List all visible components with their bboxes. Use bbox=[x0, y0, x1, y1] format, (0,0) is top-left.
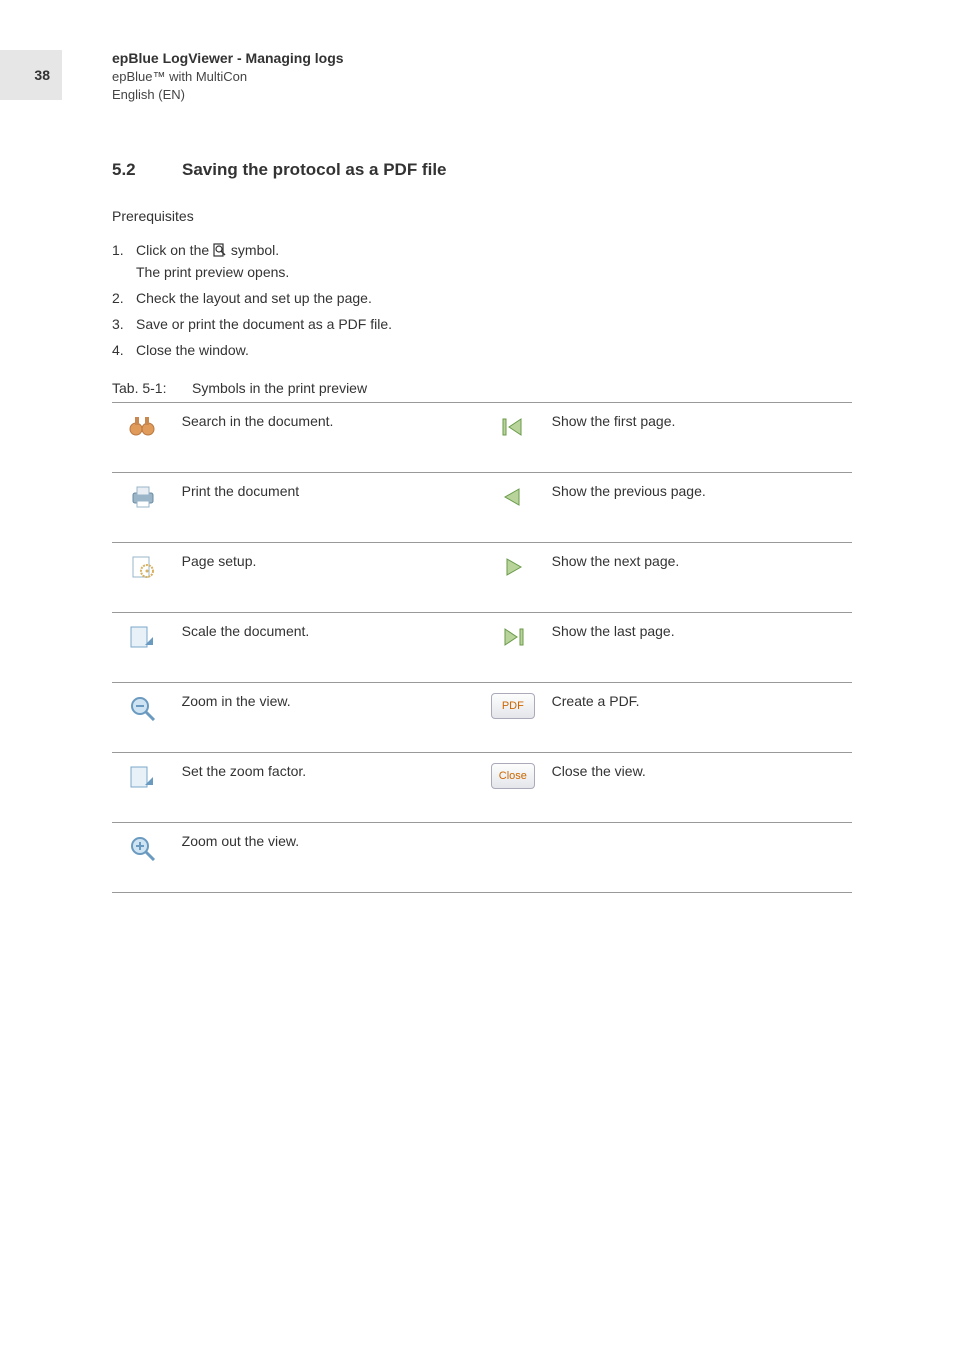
printer-icon bbox=[127, 483, 159, 511]
step-text-after: symbol. bbox=[227, 242, 279, 258]
right-icon-cell bbox=[482, 823, 544, 893]
table-row: Scale the document. Show the last page. bbox=[112, 613, 852, 683]
right-desc-cell bbox=[544, 823, 852, 893]
left-icon-cell bbox=[112, 403, 174, 473]
pagesetup-icon bbox=[127, 553, 159, 581]
right-desc-cell: Show the last page. bbox=[544, 613, 852, 683]
table-row: Print the document Show the previous page… bbox=[112, 473, 852, 543]
last-icon bbox=[497, 623, 529, 651]
left-icon-cell bbox=[112, 543, 174, 613]
right-icon-cell: PDF bbox=[482, 683, 544, 753]
table-row: Zoom in the view. PDF Create a PDF. bbox=[112, 683, 852, 753]
right-desc-cell: Create a PDF. bbox=[544, 683, 852, 753]
close-button-icon: Close bbox=[491, 763, 535, 789]
left-desc-cell: Search in the document. bbox=[174, 403, 482, 473]
step-text: Check the layout and set up the page. bbox=[136, 290, 372, 306]
step-number: 4. bbox=[112, 342, 136, 358]
left-icon-cell bbox=[112, 683, 174, 753]
left-desc-cell: Zoom in the view. bbox=[174, 683, 482, 753]
first-icon bbox=[497, 413, 529, 441]
header-title: epBlue LogViewer - Managing logs bbox=[112, 50, 344, 66]
table-row: Page setup. Show the next page. bbox=[112, 543, 852, 613]
right-icon-cell bbox=[482, 403, 544, 473]
step-2: 2.Check the layout and set up the page. bbox=[112, 290, 852, 306]
step-3: 3.Save or print the document as a PDF fi… bbox=[112, 316, 852, 332]
step-number: 1. bbox=[112, 242, 136, 258]
left-icon-cell bbox=[112, 613, 174, 683]
table-row: Set the zoom factor. Close Close the view. bbox=[112, 753, 852, 823]
page-number: 38 bbox=[34, 67, 50, 83]
zoomfactor-icon bbox=[127, 763, 159, 791]
left-desc-cell: Zoom out the view. bbox=[174, 823, 482, 893]
left-icon-cell bbox=[112, 473, 174, 543]
step-1: 1.Click on the symbol. The print preview… bbox=[112, 242, 852, 280]
step-text-before: Click on the bbox=[136, 242, 213, 258]
right-desc-cell: Show the next page. bbox=[544, 543, 852, 613]
header-subtitle-2: English (EN) bbox=[112, 87, 344, 102]
step-number: 2. bbox=[112, 290, 136, 306]
pdf-button-icon: PDF bbox=[491, 693, 535, 719]
steps-list: 1.Click on the symbol. The print preview… bbox=[112, 242, 852, 358]
right-icon-cell bbox=[482, 613, 544, 683]
section-heading: 5.2Saving the protocol as a PDF file bbox=[112, 160, 852, 180]
step-text: Save or print the document as a PDF file… bbox=[136, 316, 392, 332]
section-number: 5.2 bbox=[112, 160, 182, 180]
step-text: Close the window. bbox=[136, 342, 249, 358]
magnifier-page-icon bbox=[213, 243, 227, 257]
page-number-box: 38 bbox=[0, 50, 62, 100]
left-desc-cell: Set the zoom factor. bbox=[174, 753, 482, 823]
step-1-subtext: The print preview opens. bbox=[136, 264, 852, 280]
right-desc-cell: Show the previous page. bbox=[544, 473, 852, 543]
scale-icon bbox=[127, 623, 159, 651]
right-icon-cell bbox=[482, 473, 544, 543]
right-icon-cell: Close bbox=[482, 753, 544, 823]
page-header: epBlue LogViewer - Managing logs epBlue™… bbox=[112, 50, 344, 102]
left-desc-cell: Page setup. bbox=[174, 543, 482, 613]
main-content: 5.2Saving the protocol as a PDF file Pre… bbox=[112, 160, 852, 893]
zoomin-icon bbox=[127, 693, 159, 721]
left-desc-cell: Print the document bbox=[174, 473, 482, 543]
left-icon-cell bbox=[112, 753, 174, 823]
prerequisites-label: Prerequisites bbox=[112, 208, 852, 224]
left-desc-cell: Scale the document. bbox=[174, 613, 482, 683]
section-title: Saving the protocol as a PDF file bbox=[182, 160, 447, 179]
zoomout-icon bbox=[127, 833, 159, 861]
table-row: Zoom out the view. bbox=[112, 823, 852, 893]
table-row: Search in the document. Show the first pa… bbox=[112, 403, 852, 473]
table-caption: Tab. 5-1:Symbols in the print preview bbox=[112, 380, 852, 396]
next-icon bbox=[497, 553, 529, 581]
binoculars-icon bbox=[127, 413, 159, 441]
right-desc-cell: Close the view. bbox=[544, 753, 852, 823]
prev-icon bbox=[497, 483, 529, 511]
table-caption-number: Tab. 5-1: bbox=[112, 380, 192, 396]
step-4: 4.Close the window. bbox=[112, 342, 852, 358]
header-subtitle-1: epBlue™ with MultiCon bbox=[112, 69, 344, 84]
right-icon-cell bbox=[482, 543, 544, 613]
step-number: 3. bbox=[112, 316, 136, 332]
table-caption-text: Symbols in the print preview bbox=[192, 380, 367, 396]
right-desc-cell: Show the first page. bbox=[544, 403, 852, 473]
symbols-table: Search in the document. Show the first pa… bbox=[112, 402, 852, 893]
left-icon-cell bbox=[112, 823, 174, 893]
